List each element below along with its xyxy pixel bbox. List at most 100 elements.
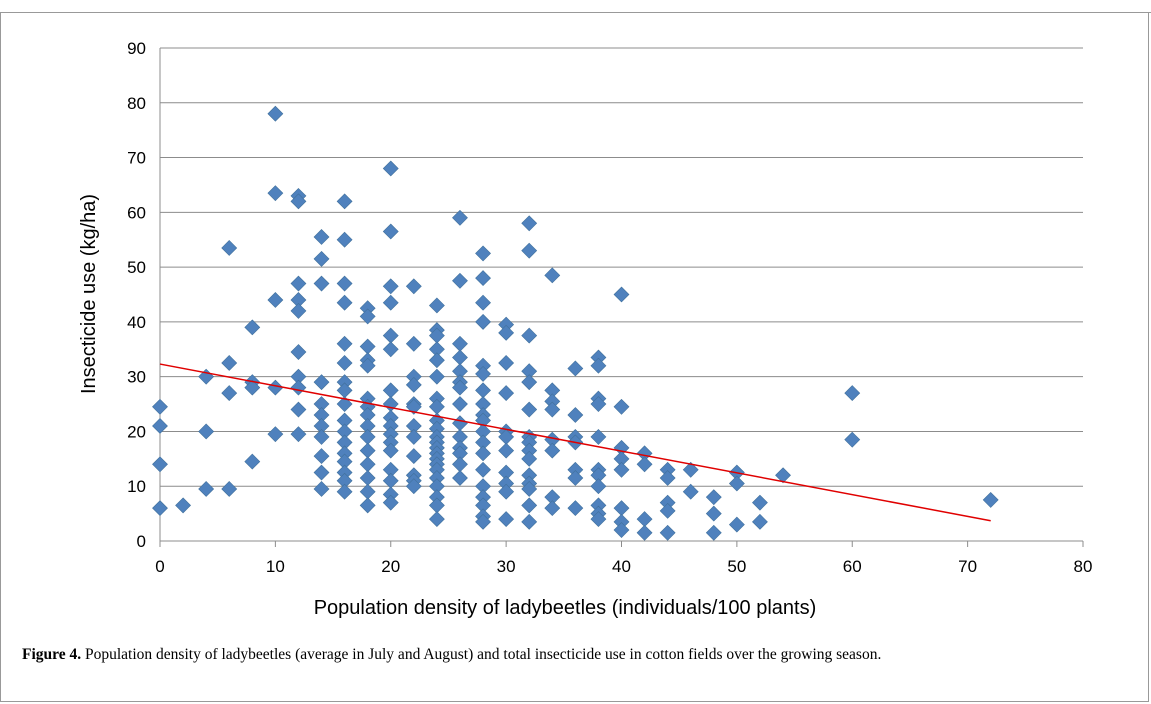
data-point — [290, 401, 307, 418]
data-point — [544, 442, 561, 459]
data-point — [475, 245, 491, 262]
data-point — [752, 513, 768, 530]
data-point — [152, 418, 168, 434]
figure-frame — [0, 12, 1149, 702]
data-point — [405, 278, 422, 295]
data-point — [521, 374, 538, 391]
data-point — [382, 278, 399, 295]
x-tick-label: 50 — [727, 557, 746, 576]
data-point — [359, 442, 376, 459]
data-point — [452, 456, 468, 473]
data-point — [198, 481, 215, 497]
data-point — [659, 524, 676, 541]
data-point — [221, 481, 238, 497]
x-tick-label: 10 — [266, 557, 285, 576]
y-tick-labels: 0 10 20 30 40 50 60 70 80 90 — [127, 39, 146, 551]
data-point — [405, 335, 422, 352]
data-point — [659, 502, 676, 519]
data-point — [752, 494, 768, 511]
data-point — [705, 489, 722, 506]
data-point — [290, 344, 307, 360]
y-tick-label: 80 — [127, 94, 146, 113]
data-point — [452, 349, 468, 366]
data-point — [567, 500, 584, 517]
y-tick-label: 50 — [127, 258, 146, 277]
data-point — [613, 522, 630, 538]
data-point — [452, 209, 468, 226]
data-point — [428, 398, 445, 415]
data-point — [359, 497, 376, 514]
data-point — [336, 275, 353, 292]
data-point — [521, 401, 538, 418]
data-point — [244, 453, 261, 470]
data-point — [313, 275, 330, 292]
data-point — [336, 193, 353, 210]
data-point — [521, 327, 538, 344]
data-point — [382, 341, 399, 358]
data-point — [590, 396, 607, 412]
data-point — [613, 500, 630, 517]
data-point — [152, 500, 168, 517]
data-point — [152, 456, 168, 473]
data-point — [267, 292, 284, 308]
data-point — [382, 223, 399, 240]
data-point — [313, 374, 330, 391]
y-tick-label: 90 — [127, 39, 146, 58]
data-point — [521, 242, 538, 259]
data-point — [775, 467, 791, 484]
figure-frame-top — [0, 12, 1151, 13]
data-point — [267, 379, 284, 396]
y-tick-label: 10 — [127, 477, 146, 496]
data-point — [475, 513, 491, 530]
data-point — [290, 426, 307, 443]
x-tick-label: 70 — [958, 557, 977, 576]
data-point — [428, 297, 445, 314]
data-point — [313, 250, 330, 267]
data-point — [198, 423, 215, 440]
data-point — [705, 524, 722, 541]
data-point — [844, 385, 861, 402]
x-axis-title: Population density of ladybeetles (indiv… — [314, 597, 817, 619]
data-point — [728, 516, 745, 533]
data-point — [290, 303, 307, 319]
data-point — [267, 426, 284, 443]
data-point — [313, 464, 330, 481]
data-point — [221, 385, 238, 402]
data-point — [498, 385, 515, 402]
data-point — [498, 324, 515, 341]
data-point — [244, 319, 261, 336]
data-point — [475, 294, 491, 311]
data-point — [475, 366, 491, 382]
data-point — [498, 355, 515, 371]
data-point — [221, 355, 238, 371]
data-point — [382, 327, 399, 344]
gridlines — [160, 47, 1083, 487]
data-point — [152, 398, 168, 415]
data-point — [313, 448, 330, 465]
data-point — [636, 511, 653, 528]
data-point — [267, 185, 284, 202]
caption-text: Population density of ladybeetles (avera… — [85, 646, 882, 663]
x-tick-label: 20 — [381, 557, 400, 576]
data-point — [313, 229, 330, 245]
scatter-chart: 0 10 20 30 40 50 60 70 80 90 0 10 20 30 40 50 60 70 80 Po… — [78, 39, 1092, 619]
data-point — [682, 483, 699, 500]
data-point — [844, 431, 861, 448]
data-point — [636, 456, 653, 473]
trend-line — [159, 363, 991, 522]
data-point — [405, 376, 422, 393]
data-point — [475, 461, 491, 478]
y-tick-label: 60 — [127, 203, 146, 222]
data-point — [382, 382, 399, 399]
data-point — [359, 470, 376, 486]
y-tick-label: 70 — [127, 149, 146, 168]
data-point — [359, 308, 376, 325]
y-axis-title: Insecticide use (kg/ha) — [78, 194, 100, 394]
data-point — [544, 267, 561, 284]
data-point — [175, 497, 191, 514]
data-point — [544, 401, 561, 418]
data-point — [521, 481, 538, 497]
data-point — [267, 105, 284, 122]
data-point — [290, 379, 307, 396]
x-tick-label: 40 — [612, 557, 631, 576]
